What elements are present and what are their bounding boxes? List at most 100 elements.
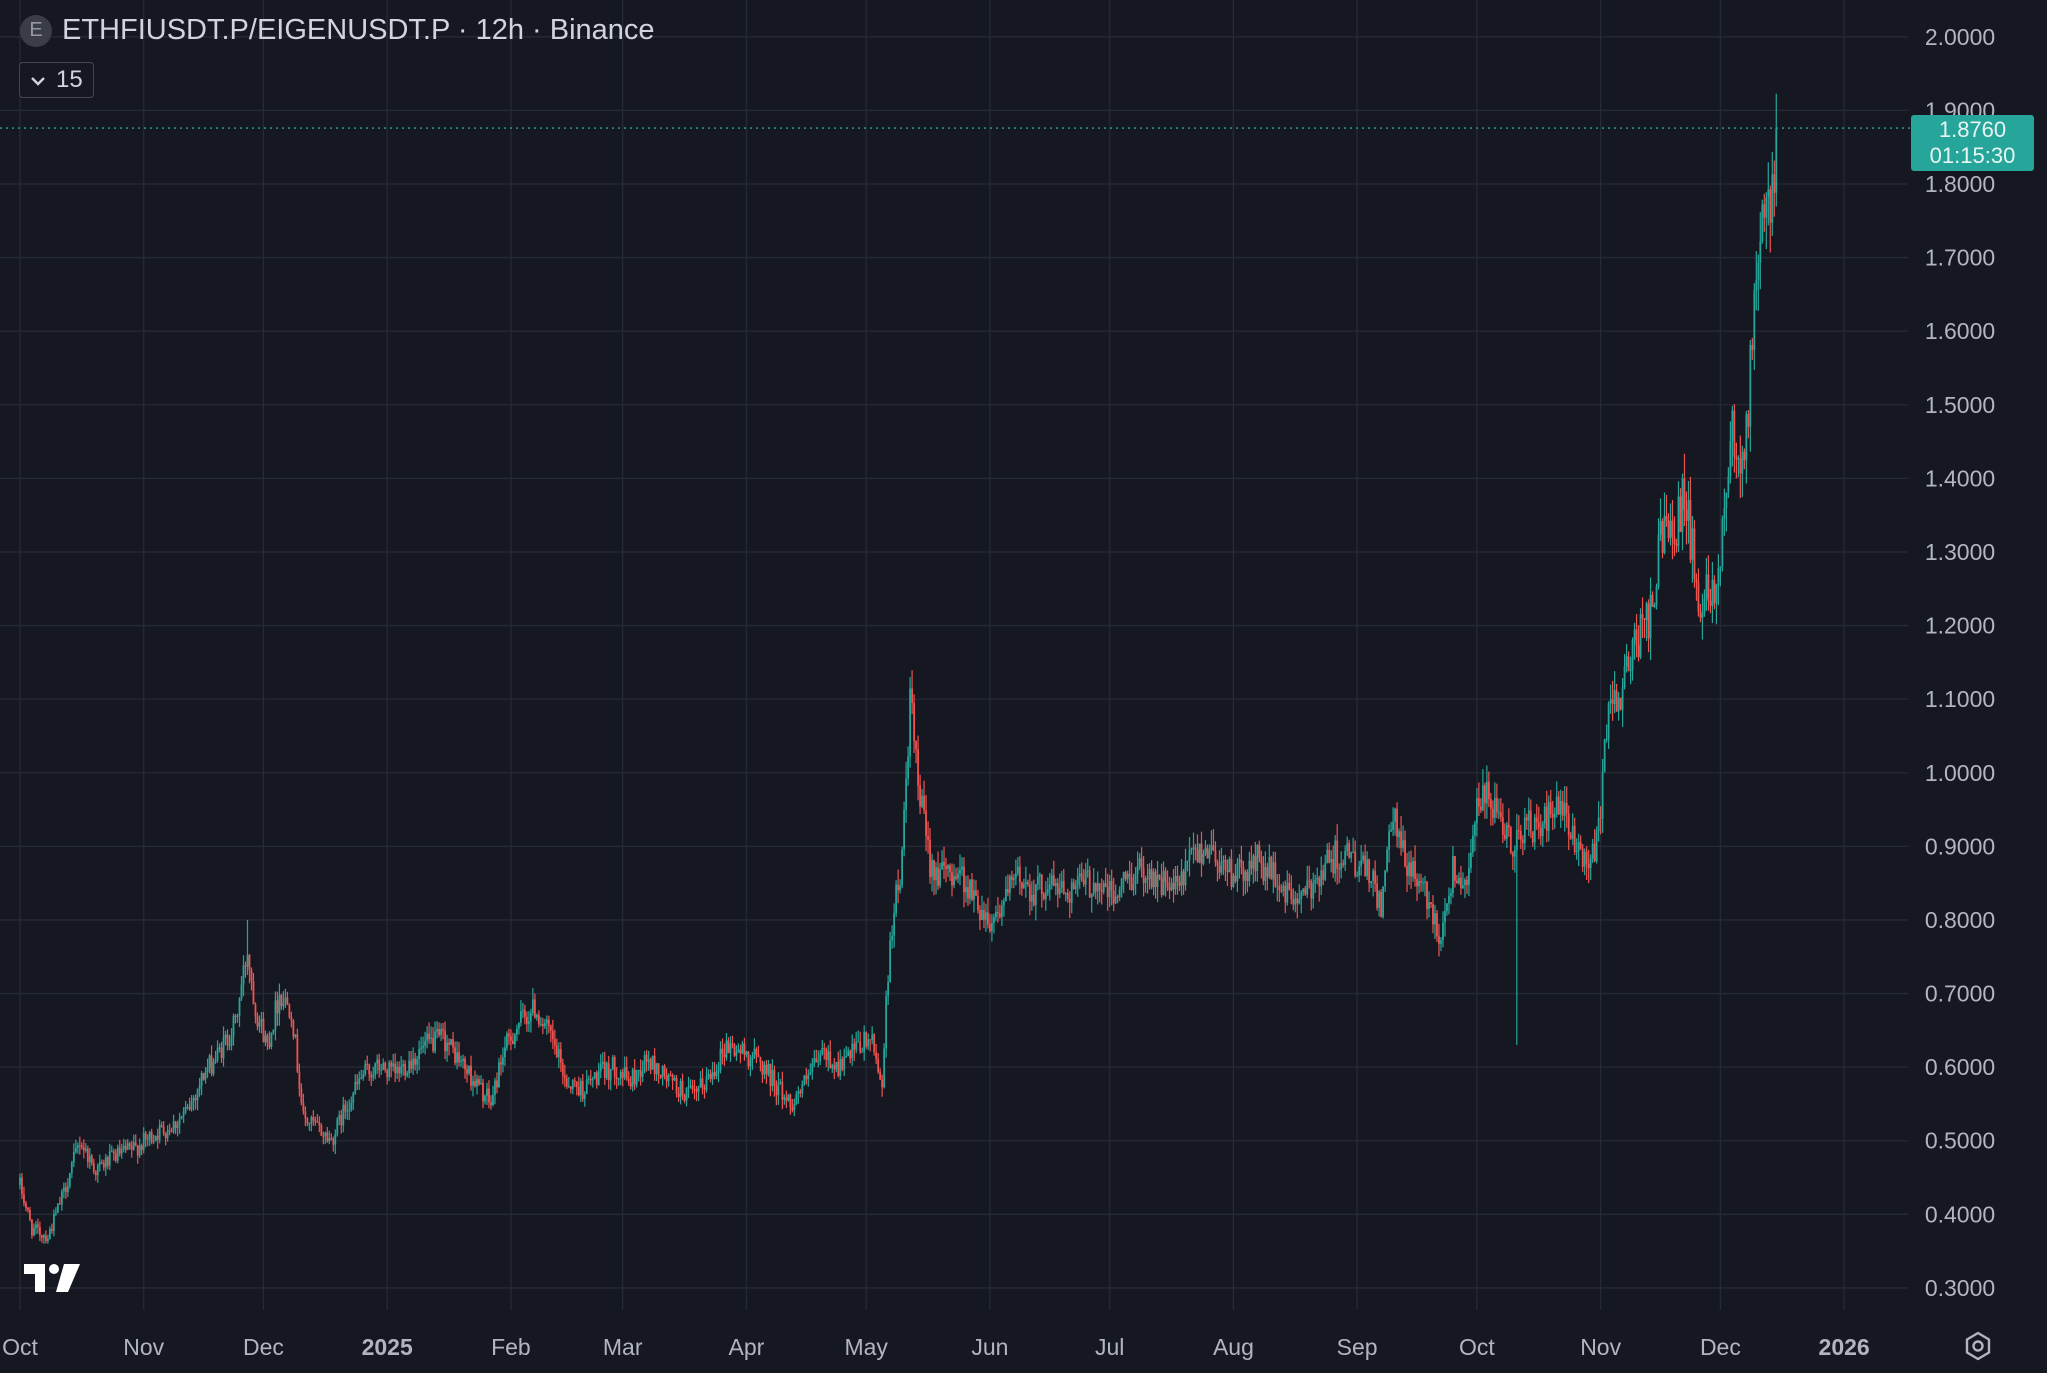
candle-body [751, 1056, 754, 1060]
candle-body [1270, 856, 1273, 880]
candle-body [771, 1069, 774, 1087]
candle-body [773, 1069, 776, 1087]
candle-body [480, 1082, 482, 1085]
candle-body [1527, 810, 1530, 821]
candle-body [380, 1069, 383, 1071]
candle-body [328, 1138, 331, 1142]
candle-body [859, 1041, 862, 1052]
candle-body [1024, 882, 1027, 884]
candle-body [959, 869, 961, 874]
candle-body [1198, 843, 1201, 863]
candle-body [1695, 578, 1698, 583]
candle-body [719, 1048, 722, 1071]
candle-body [1581, 848, 1584, 867]
interval-selector[interactable]: 15 [19, 62, 94, 98]
candle-body [1006, 889, 1009, 893]
candle-body [1743, 451, 1746, 461]
candle-body [1713, 579, 1716, 604]
candle-body [1460, 877, 1462, 888]
candle-body [1476, 798, 1478, 824]
candle-body [520, 1011, 522, 1023]
candle-body [1765, 197, 1768, 218]
candle-body [1481, 785, 1484, 811]
candle-body [931, 860, 933, 877]
candle-body [484, 1095, 486, 1102]
candle-body [1350, 852, 1353, 858]
candle-body [1294, 898, 1297, 905]
candle-body [1200, 843, 1203, 864]
candle-body [723, 1054, 726, 1058]
candle-body [170, 1131, 173, 1133]
candle-body [1763, 204, 1766, 218]
symbol-title[interactable]: ETHFIUSDT.P/EIGENUSDT.P · 12h · Binance [62, 14, 655, 46]
candle-body [430, 1038, 432, 1040]
candle-body [721, 1048, 724, 1055]
candle-body [861, 1051, 864, 1053]
candle-body [1170, 882, 1173, 891]
candle-body [1448, 895, 1450, 904]
candle-body [1739, 458, 1742, 474]
candle-body [557, 1049, 560, 1057]
candle-body [236, 1015, 239, 1017]
tradingview-logo-icon[interactable] [24, 1262, 82, 1299]
candle-body [1338, 868, 1341, 870]
candle-body [1515, 830, 1518, 851]
candle-body [358, 1078, 361, 1084]
candle-body [468, 1065, 470, 1074]
candle-body [563, 1075, 566, 1079]
candle-body [428, 1033, 431, 1039]
candle-body [1773, 174, 1776, 193]
candle-body [683, 1095, 686, 1101]
candle-body [1617, 697, 1620, 712]
candle-body [699, 1078, 702, 1088]
candle-body [184, 1106, 187, 1112]
candle-body [637, 1069, 640, 1071]
candle-body [1539, 827, 1542, 837]
chevron-down-icon[interactable] [30, 66, 46, 94]
candle-body [1140, 858, 1143, 868]
candle-body [27, 1207, 29, 1210]
candle-body [1000, 905, 1003, 917]
candle-body [1318, 877, 1321, 887]
candle-body [1254, 855, 1257, 872]
candle-body [1042, 894, 1045, 900]
candle-body [531, 999, 534, 1013]
candle-body [975, 890, 977, 896]
candle-body [156, 1135, 159, 1140]
candle-body [306, 1118, 309, 1124]
candle-body [1132, 883, 1135, 890]
candle-body [1072, 882, 1075, 890]
candle-body [514, 1034, 516, 1045]
candle-body [80, 1145, 83, 1148]
candle-body [1384, 870, 1386, 887]
candle-body [817, 1060, 820, 1063]
candle-body [502, 1057, 504, 1065]
candle-body [1144, 878, 1147, 883]
candle-body [717, 1070, 720, 1072]
candle-body [88, 1155, 91, 1163]
candle-body [667, 1074, 670, 1082]
candle-body [406, 1073, 409, 1076]
candle-body [737, 1049, 740, 1053]
settings-icon[interactable] [1962, 1330, 1994, 1367]
candle-body [1218, 865, 1221, 873]
candle-body [643, 1054, 646, 1072]
candle-body [72, 1151, 75, 1163]
candle-body [1685, 509, 1688, 521]
candle-body [549, 1025, 552, 1031]
candle-body [1194, 847, 1197, 850]
candle-body [158, 1125, 161, 1140]
candle-body [180, 1115, 183, 1119]
candle-body [947, 865, 949, 869]
candle-body [1382, 886, 1385, 917]
chart-header[interactable]: E ETHFIUSDT.P/EIGENUSDT.P · 12h · Binanc… [20, 14, 655, 47]
candle-body [506, 1033, 508, 1048]
candle-body [176, 1124, 179, 1129]
candle-body [985, 912, 987, 920]
candle-body [130, 1146, 133, 1150]
candle-body [1282, 885, 1285, 892]
candle-body [1571, 825, 1574, 839]
candle-body [46, 1238, 49, 1242]
